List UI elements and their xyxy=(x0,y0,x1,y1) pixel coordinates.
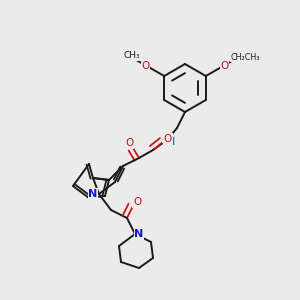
Text: H: H xyxy=(162,133,170,143)
Text: O: O xyxy=(133,197,141,207)
Text: O: O xyxy=(164,134,172,144)
Text: O: O xyxy=(141,61,149,71)
Text: N: N xyxy=(167,137,176,147)
Text: CH₂CH₃: CH₂CH₃ xyxy=(230,52,260,62)
Text: N: N xyxy=(134,229,144,239)
Text: O: O xyxy=(221,61,229,71)
Text: O: O xyxy=(125,138,133,148)
Text: CH₃: CH₃ xyxy=(124,52,140,61)
Text: N: N xyxy=(88,189,98,199)
